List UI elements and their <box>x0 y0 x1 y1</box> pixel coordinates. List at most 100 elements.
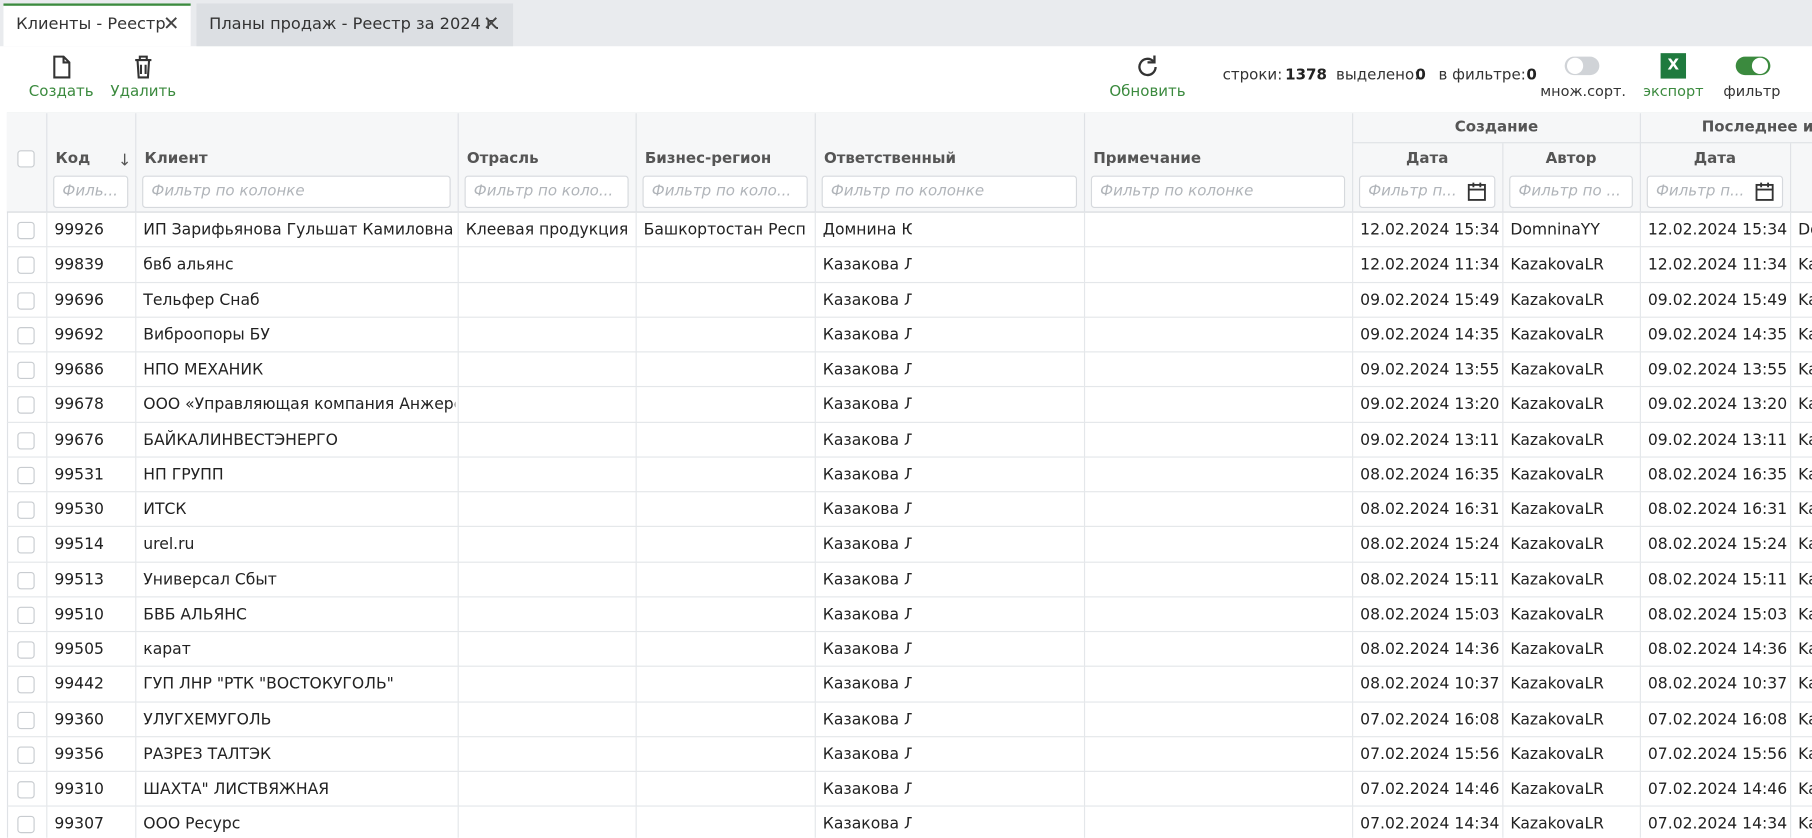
row-checkbox[interactable] <box>17 746 35 764</box>
row-checkbox[interactable] <box>17 711 35 729</box>
column-filter[interactable]: Фильтр по коло... <box>464 175 629 209</box>
row[interactable] <box>6 562 1812 598</box>
cell-divider <box>1083 457 1086 493</box>
cell-divider <box>1352 492 1354 528</box>
cell-divider <box>1352 736 1354 772</box>
row[interactable] <box>6 667 1812 703</box>
column-header[interactable]: Дата <box>1405 150 1449 168</box>
cell-divider <box>135 702 137 737</box>
cell-divider <box>1352 667 1354 703</box>
row[interactable] <box>6 457 1812 493</box>
cell-divider <box>1083 492 1086 528</box>
column-divider <box>814 113 816 213</box>
stat-value: 0 <box>1526 67 1537 85</box>
column-header[interactable]: Примечание <box>1093 150 1202 168</box>
stat-label: в фильтре: <box>1438 67 1526 85</box>
cell-divider <box>1352 352 1354 388</box>
column-filter[interactable]: Фильтр по колонке <box>821 175 1078 209</box>
row[interactable] <box>6 597 1812 633</box>
column-filter[interactable]: Фильтр по колонке <box>1090 175 1346 209</box>
row[interactable] <box>6 387 1812 423</box>
row[interactable] <box>6 283 1812 318</box>
row[interactable] <box>6 492 1812 528</box>
cell: Ka <box>1798 535 1812 554</box>
row-checkbox[interactable] <box>17 606 35 624</box>
column-filter[interactable]: Фильтр п... <box>1646 175 1784 209</box>
row-checkbox[interactable] <box>17 431 35 449</box>
cell: Ka <box>1798 780 1812 799</box>
cell-divider <box>457 736 459 772</box>
tab-close[interactable]: ✕ <box>483 12 500 36</box>
row-checkbox[interactable] <box>17 676 35 694</box>
cell-divider <box>1502 597 1504 633</box>
cell-divider <box>46 422 48 458</box>
row-checkbox[interactable] <box>17 291 35 310</box>
cell-divider <box>135 597 137 633</box>
column-header[interactable]: Бизнес-регион <box>644 150 772 168</box>
cell-divider <box>1502 667 1504 703</box>
row-checkbox[interactable] <box>17 326 35 345</box>
row-checkbox[interactable] <box>17 361 35 380</box>
row-checkbox[interactable] <box>17 396 35 414</box>
column-header[interactable]: Отрасль <box>466 150 539 168</box>
cell-divider <box>46 771 48 807</box>
cell: 08.02.2024 10:37 <box>1360 675 1500 694</box>
row[interactable] <box>6 702 1812 737</box>
cell: Ka <box>1798 500 1812 519</box>
row[interactable] <box>6 352 1812 388</box>
tab-close[interactable]: ✕ <box>162 12 180 36</box>
column-filter[interactable]: Филь... <box>53 175 129 209</box>
row[interactable] <box>6 213 1812 248</box>
row-checkbox[interactable] <box>17 221 35 240</box>
excel-icon[interactable]: X <box>1660 53 1687 79</box>
cell-divider <box>1352 247 1354 283</box>
column-header[interactable]: Дата <box>1693 150 1737 168</box>
column-header[interactable]: Клиент <box>144 150 208 168</box>
row-checkbox[interactable] <box>17 466 35 484</box>
cell-divider <box>635 632 637 668</box>
column-header[interactable]: Ответственный <box>823 150 957 168</box>
cell-divider <box>135 317 137 353</box>
row[interactable] <box>6 422 1812 458</box>
row-checkbox[interactable] <box>17 501 35 519</box>
cell-divider <box>635 387 637 423</box>
cell: 09.02.2024 14:35 <box>1647 325 1788 345</box>
tab[interactable] <box>196 3 514 47</box>
column-filter[interactable]: Фильтр по колонке <box>142 175 451 209</box>
cell: Казакова Л <box>822 325 912 345</box>
icon <box>129 53 157 81</box>
cell: KazakovaLR <box>1510 255 1604 275</box>
toolbar-button[interactable]: Удалить <box>110 83 177 101</box>
row[interactable] <box>6 318 1812 353</box>
cell-divider <box>635 212 637 248</box>
row[interactable] <box>6 772 1812 807</box>
cell: Казакова Л <box>822 814 912 834</box>
toolbar-button[interactable]: Обновить <box>1109 83 1186 101</box>
row-checkbox[interactable] <box>17 781 35 799</box>
cell: 07.02.2024 14:46 <box>1647 780 1788 799</box>
cell-divider <box>457 527 459 563</box>
column-filter[interactable]: Фильтр по коло... <box>642 175 808 209</box>
row-checkbox[interactable] <box>17 641 35 659</box>
row-checkbox[interactable] <box>17 536 35 554</box>
row[interactable] <box>6 737 1812 772</box>
column-filter[interactable]: Фильтр п... <box>1358 175 1496 209</box>
cell-divider <box>1352 806 1354 838</box>
cell: 07.02.2024 14:34 <box>1360 814 1500 834</box>
column-header[interactable]: Код <box>55 150 91 168</box>
row[interactable] <box>6 632 1812 668</box>
cell: 08.02.2024 16:35 <box>1360 465 1500 484</box>
column-filter[interactable]: Фильтр по ... <box>1509 175 1633 209</box>
row-checkbox[interactable] <box>17 816 35 834</box>
column-header[interactable]: Автор <box>1545 150 1597 168</box>
row[interactable] <box>6 527 1812 563</box>
toolbar-button[interactable]: Создать <box>28 83 94 101</box>
tab[interactable] <box>3 3 191 47</box>
cell: 99442 <box>54 675 104 694</box>
cell-divider <box>1639 702 1641 737</box>
row-checkbox[interactable] <box>17 256 35 275</box>
cell-divider <box>814 632 816 668</box>
row-checkbox[interactable] <box>17 571 35 589</box>
row[interactable] <box>6 248 1812 283</box>
header-checkbox[interactable] <box>17 150 35 168</box>
